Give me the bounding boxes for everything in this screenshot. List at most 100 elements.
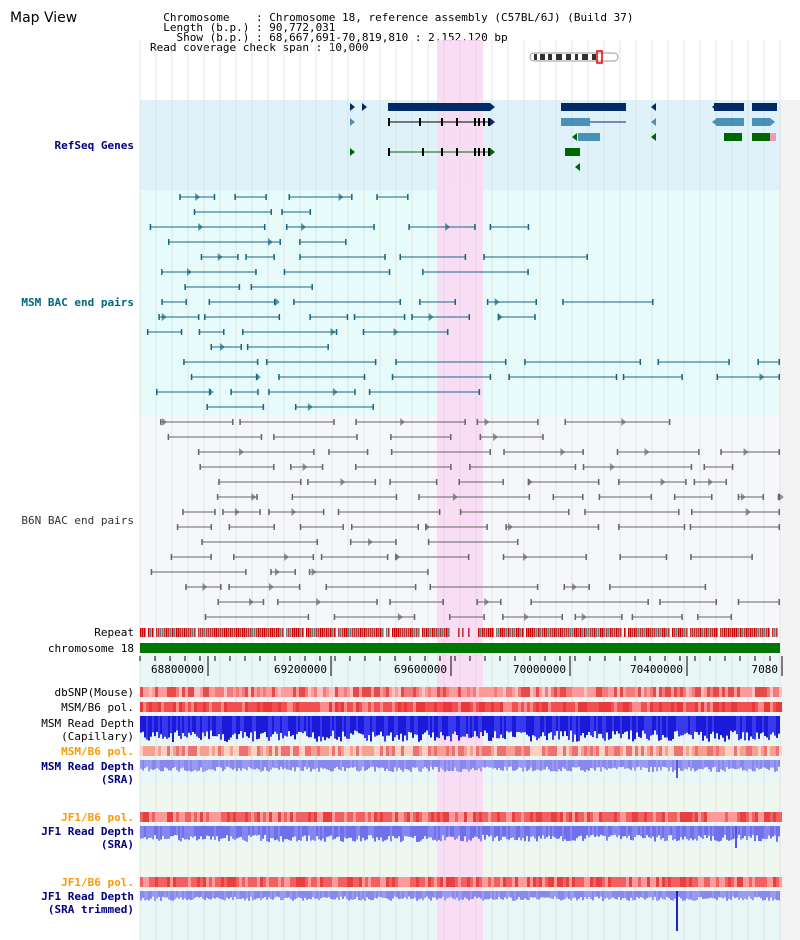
msm-depth-sra	[650, 760, 652, 767]
b6n-bac-pair-end	[259, 509, 261, 515]
jf1-b6-pol-heat	[716, 812, 719, 822]
b6n-bac-pair-end	[322, 509, 325, 515]
jf1-b6-pol-2-heat	[176, 877, 179, 887]
repeat-feature	[202, 628, 204, 637]
msm-depth-capillary	[148, 716, 150, 741]
jf1-b6-pol-2-heat	[704, 877, 707, 887]
msm-bac-pair-end	[294, 404, 297, 410]
dbsnp-heat	[524, 687, 527, 697]
msm-depth-sra	[628, 760, 630, 769]
jf1-depth-sra	[362, 826, 364, 838]
dbsnp-heat	[611, 687, 614, 697]
msm-depth-capillary	[712, 716, 714, 732]
msm-b6-pol-heat	[446, 702, 449, 712]
jf1-depth-sra	[440, 826, 442, 842]
msm-b6-pol-sra-heat	[692, 746, 695, 756]
repeat-feature	[754, 628, 756, 637]
msm-depth-sra	[608, 760, 610, 769]
jf1-b6-pol-2-heat	[239, 877, 242, 887]
gene-mid	[752, 118, 770, 126]
jf1-b6-pol-2-heat	[647, 877, 650, 887]
dbsnp-heat	[410, 687, 413, 697]
msm-bac-pair-end	[309, 209, 312, 215]
dbsnp-heat	[167, 687, 170, 697]
msm-bac-pair-end	[622, 374, 625, 380]
msm-depth-sra	[604, 760, 606, 769]
repeat-feature	[716, 628, 718, 637]
gene-exon	[456, 148, 458, 156]
track-label-msm-depth-sra: MSM Read Depth	[41, 760, 134, 773]
jf1-depth-sra	[556, 826, 558, 839]
msm-b6-pol-heat	[665, 702, 668, 712]
jf1-depth-trim	[600, 891, 602, 897]
msm-depth-capillary	[560, 716, 562, 732]
dbsnp-heat	[296, 687, 299, 697]
jf1-depth-sra	[336, 826, 338, 838]
dbsnp-heat	[548, 687, 551, 697]
repeat-feature	[424, 628, 426, 637]
msm-depth-sra	[282, 760, 284, 770]
jf1-depth-sra	[566, 826, 568, 842]
track-label-msm-b6-pol-2: MSM/B6 pol.	[61, 745, 134, 758]
msm-depth-capillary	[280, 716, 282, 733]
jf1-b6-pol-2-heat	[209, 877, 212, 887]
dbsnp-heat	[215, 687, 218, 697]
jf1-depth-sra	[458, 826, 460, 836]
msm-b6-pol-heat	[248, 702, 251, 712]
msm-bac-pair-end	[246, 344, 249, 350]
jf1-depth-trim	[322, 891, 324, 898]
jf1-depth-trim	[488, 891, 490, 900]
dbsnp-heat	[299, 687, 302, 697]
msm-depth-capillary	[722, 716, 724, 738]
msm-b6-pol-heat	[497, 702, 500, 712]
b6n-bac-pair-end	[621, 614, 623, 620]
repeat-feature	[702, 628, 704, 637]
b6n-bac-pair-end	[233, 554, 235, 560]
jf1-b6-pol-heat	[713, 812, 716, 822]
msm-depth-sra	[770, 760, 772, 768]
msm-depth-capillary	[296, 716, 298, 735]
jf1-b6-pol-heat	[218, 812, 221, 822]
jf1-b6-pol-heat	[200, 812, 203, 822]
jf1-depth-sra	[242, 826, 244, 840]
msm-b6-pol-heat	[590, 702, 593, 712]
jf1-depth-sra	[728, 826, 730, 841]
repeat-feature	[552, 628, 554, 637]
jf1-depth-trim	[360, 891, 362, 901]
msm-depth-capillary	[508, 716, 510, 733]
msm-depth-capillary	[284, 716, 286, 736]
jf1-depth-sra	[306, 826, 308, 842]
b6n-bac-pair-end	[355, 464, 357, 470]
jf1-b6-pol-2-heat	[500, 877, 503, 887]
msm-b6-pol-sra-heat	[176, 746, 179, 756]
repeat-feature	[506, 628, 508, 637]
jf1-depth-sra	[628, 826, 630, 836]
b6n-bac-pair-end	[691, 509, 693, 515]
jf1-b6-pol-2-heat	[428, 877, 431, 887]
jf1-b6-pol-heat	[680, 812, 683, 822]
repeat-feature	[662, 628, 664, 637]
jf1-b6-pol-2-heat	[170, 877, 173, 887]
msm-b6-pol-heat	[308, 702, 311, 712]
repeat-feature	[272, 628, 274, 637]
msm-b6-pol-sra-heat	[716, 746, 719, 756]
dbsnp-heat	[545, 687, 548, 697]
jf1-b6-pol-heat	[167, 812, 170, 822]
msm-depth-capillary	[624, 716, 626, 733]
repeat-feature	[376, 628, 378, 637]
jf1-b6-pol-heat	[623, 812, 626, 822]
msm-b6-pol-heat	[545, 702, 548, 712]
jf1-depth-trim	[692, 891, 694, 901]
msm-b6-pol-sra-heat	[548, 746, 551, 756]
jf1-b6-pol-heat	[761, 812, 764, 822]
jf1-b6-pol-2-heat	[248, 877, 251, 887]
repeat-feature	[492, 628, 494, 637]
msm-depth-sra	[572, 760, 574, 768]
msm-b6-pol-sra-heat	[632, 746, 635, 756]
msm-depth-sra	[478, 760, 480, 769]
msm-b6-pol-sra-heat	[518, 746, 521, 756]
b6n-bac-pair-end	[300, 479, 302, 485]
jf1-b6-pol-heat	[230, 812, 233, 822]
repeat-feature	[240, 628, 242, 637]
